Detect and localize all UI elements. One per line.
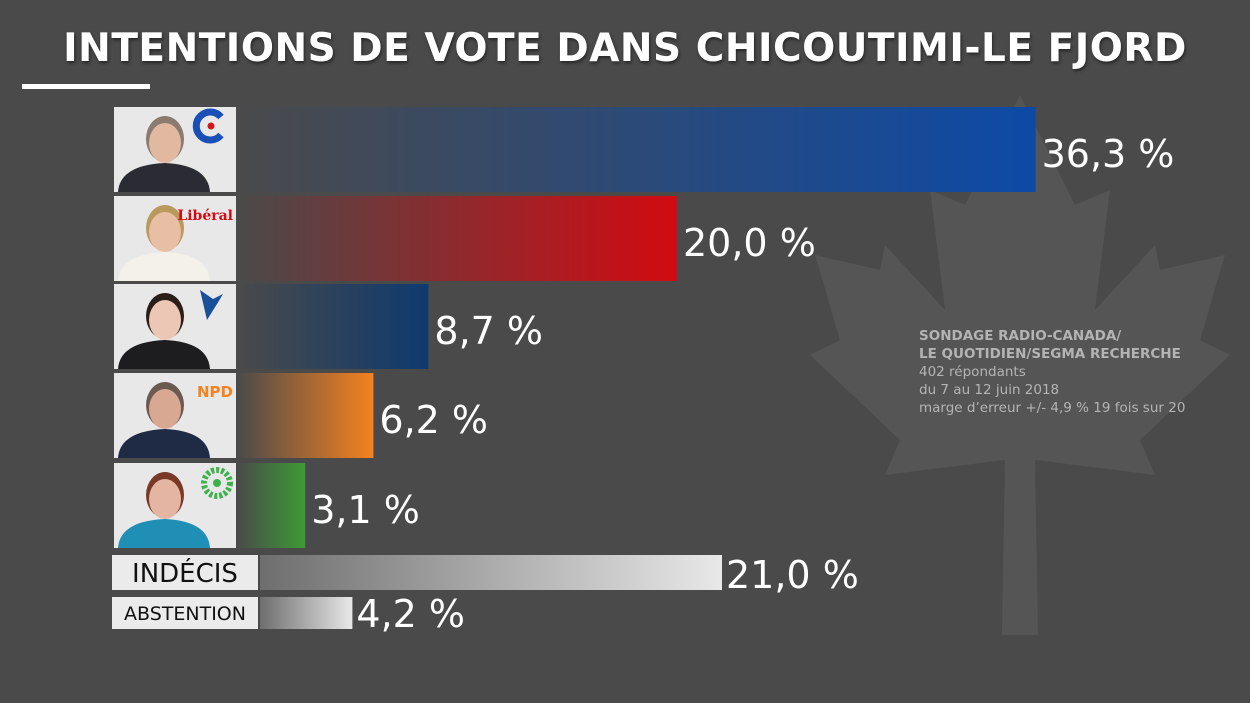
- value-label: 6,2 %: [379, 398, 488, 442]
- person-shoulders-icon: [118, 340, 210, 369]
- conservative-logo-icon: [192, 108, 224, 144]
- source-line2: LE QUOTIDIEN/SEGMA RECHERCHE: [919, 346, 1181, 362]
- person-shoulders-icon: [118, 429, 210, 458]
- category-label: ABSTENTION: [124, 603, 246, 625]
- bar: [237, 284, 429, 369]
- value-label: 8,7 %: [434, 309, 543, 353]
- person-shoulders-icon: [118, 519, 210, 548]
- maple-leaf-icon: [207, 122, 215, 130]
- liberal-logo-icon: Libéral: [177, 208, 233, 224]
- bar: [237, 373, 374, 458]
- person-face-icon: [149, 389, 181, 429]
- candidate-row: NPD 6,2 %: [114, 373, 488, 458]
- person-shoulders-icon: [118, 163, 210, 192]
- person-face-icon: [149, 479, 181, 519]
- green-logo-icon: [201, 467, 233, 499]
- other-row: INDÉCIS 21,0 %: [112, 553, 859, 597]
- candidate-row: 8,7 %: [114, 284, 543, 369]
- bar: [237, 463, 306, 548]
- value-label: 20,0 %: [683, 221, 816, 265]
- source-line1: SONDAGE RADIO-CANADA/: [919, 328, 1122, 344]
- person-face-icon: [149, 212, 181, 252]
- maple-leaf-watermark: [810, 95, 1230, 635]
- candidate-row: Libéral 20,0 %: [114, 196, 816, 281]
- candidate-row: 3,1 %: [114, 463, 420, 548]
- person-shoulders-icon: [118, 252, 210, 281]
- bloc-logo-icon: [200, 290, 223, 320]
- npd-logo-icon: NPD: [197, 383, 233, 401]
- green-flower-center-icon: [213, 479, 221, 487]
- category-label-box: [112, 597, 258, 629]
- source-respondents: 402 répondants: [919, 364, 1026, 380]
- category-label-box: [112, 555, 258, 590]
- value-label: 21,0 %: [726, 553, 859, 597]
- poll-source: SONDAGE RADIO-CANADA/ LE QUOTIDIEN/SEGMA…: [919, 327, 1185, 417]
- value-label: 3,1 %: [311, 488, 420, 532]
- candidate-row: 36,3 %: [114, 107, 1174, 192]
- bar: [237, 107, 1036, 192]
- bar: [260, 597, 353, 629]
- category-label: INDÉCIS: [132, 557, 238, 589]
- source-margin: marge d’erreur +/- 4,9 % 19 fois sur 20: [919, 400, 1186, 416]
- person-face-icon: [149, 123, 181, 163]
- value-label: 4,2 %: [356, 592, 465, 636]
- bar: [260, 555, 722, 590]
- person-face-icon: [149, 300, 181, 340]
- chart-title: INTENTIONS DE VOTE DANS CHICOUTIMI-LE FJ…: [63, 26, 1187, 71]
- source-dates: du 7 au 12 juin 2018: [919, 382, 1060, 398]
- bar: [237, 196, 677, 281]
- other-row: ABSTENTION 4,2 %: [112, 592, 465, 636]
- value-label: 36,3 %: [1042, 132, 1175, 176]
- title-underline: [22, 84, 150, 89]
